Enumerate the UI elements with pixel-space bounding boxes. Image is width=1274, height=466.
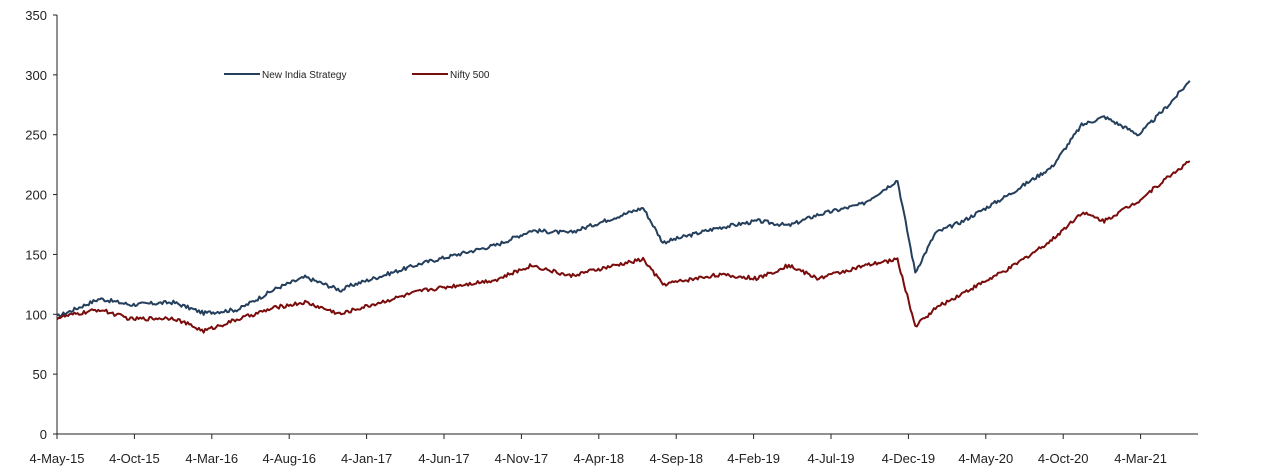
y-tick-label-1: 50 [33, 367, 47, 382]
legend: New India Strategy Nifty 500 [224, 70, 490, 81]
y-tick-label-7: 350 [25, 8, 47, 23]
x-tick-label-11: 4-Dec-19 [882, 451, 935, 466]
x-tick-label-1: 4-Oct-15 [109, 451, 160, 466]
y-tick-label-5: 250 [25, 128, 47, 143]
x-tick-label-13: 4-Oct-20 [1038, 451, 1089, 466]
x-tick-label-6: 4-Nov-17 [495, 451, 548, 466]
legend-label-0: New India Strategy [262, 70, 347, 81]
y-tick-label-6: 300 [25, 68, 47, 83]
x-tick-label-12: 4-May-20 [958, 451, 1013, 466]
x-tick-label-7: 4-Apr-18 [574, 451, 625, 466]
x-tick-label-3: 4-Aug-16 [262, 451, 315, 466]
series-lines [56, 80, 1191, 334]
x-tick-label-4: 4-Jan-17 [341, 451, 392, 466]
y-tick-label-4: 200 [25, 188, 47, 203]
y-tick-label-3: 150 [25, 247, 47, 262]
series-line-1 [56, 160, 1191, 334]
x-tick-label-9: 4-Feb-19 [727, 451, 780, 466]
y-tick-label-2: 100 [25, 307, 47, 322]
x-tick-label-0: 4-May-15 [30, 451, 85, 466]
x-tick-label-2: 4-Mar-16 [185, 451, 238, 466]
x-tick-label-5: 4-Jun-17 [418, 451, 469, 466]
legend-label-1: Nifty 500 [450, 70, 490, 81]
x-tick-label-14: 4-Mar-21 [1114, 451, 1167, 466]
x-tick-label-10: 4-Jul-19 [808, 451, 855, 466]
y-tick-label-0: 0 [40, 427, 47, 442]
x-tick-label-8: 4-Sep-18 [649, 451, 702, 466]
series-line-0 [56, 80, 1191, 318]
axes: 0 50 100 150 200 250 300 350 4-May-15 4-Oct-15 4-M… [25, 8, 1198, 466]
